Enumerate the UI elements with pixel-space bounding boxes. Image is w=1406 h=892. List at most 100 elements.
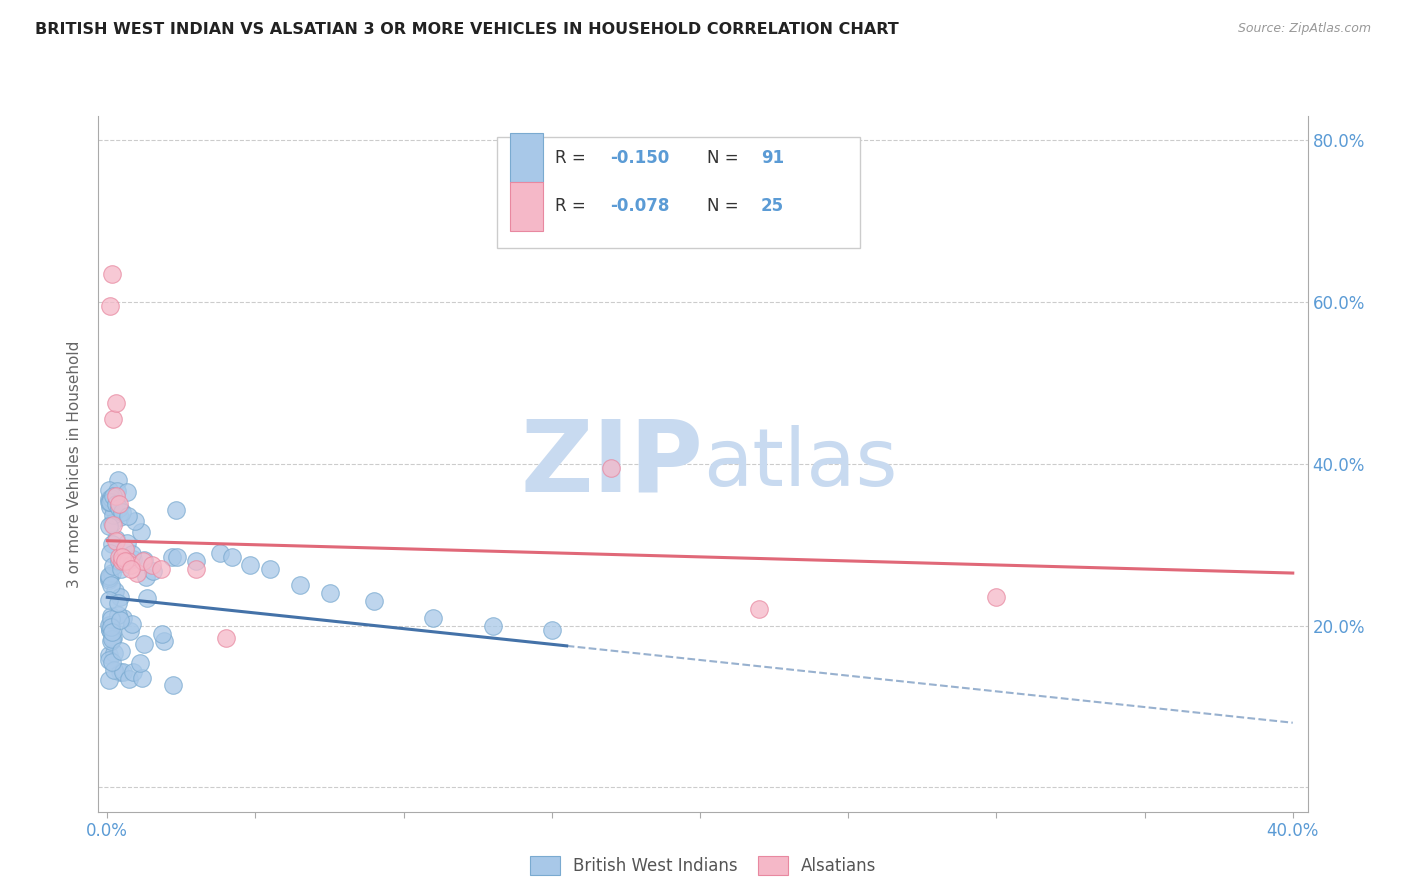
Point (100, 655, 122, 669)
Point (150, 626, 173, 640)
Point (98, 546, 121, 560)
Point (101, 508, 124, 523)
Text: 25: 25 (761, 197, 785, 215)
Point (986, 591, 1008, 605)
Point (103, 501, 125, 516)
Point (100, 267, 122, 281)
Point (111, 505, 134, 519)
Point (98, 571, 121, 585)
Point (215, 631, 238, 645)
Point (101, 566, 124, 580)
Point (135, 570, 157, 584)
Point (117, 554, 139, 568)
Point (111, 665, 134, 679)
Point (101, 516, 124, 531)
Point (540, 623, 562, 637)
Point (118, 673, 141, 687)
Point (103, 517, 125, 532)
Text: atlas: atlas (703, 425, 897, 503)
Point (105, 532, 128, 546)
Point (112, 610, 135, 624)
Point (97, 519, 120, 533)
Point (100, 491, 122, 506)
Point (97, 494, 120, 508)
Point (97, 492, 120, 507)
Point (288, 578, 311, 592)
Point (318, 586, 340, 600)
Point (100, 612, 122, 626)
Bar (509, 134, 543, 182)
Point (97, 618, 120, 632)
Point (105, 497, 128, 511)
Point (162, 678, 184, 692)
Point (97, 648, 120, 662)
Point (100, 578, 122, 592)
Point (108, 549, 131, 564)
Point (103, 412, 125, 426)
Point (108, 591, 131, 605)
Point (259, 562, 281, 576)
Point (120, 558, 142, 572)
Point (481, 618, 503, 632)
Point (208, 546, 231, 560)
Point (105, 533, 128, 548)
Point (142, 564, 165, 578)
Point (111, 549, 134, 564)
Text: ZIP: ZIP (520, 416, 703, 512)
Point (132, 554, 155, 568)
Point (97, 593, 120, 607)
Point (104, 583, 127, 598)
Point (141, 558, 163, 572)
Point (166, 549, 188, 564)
Point (101, 625, 124, 640)
Point (100, 500, 122, 514)
Point (100, 619, 122, 633)
Point (100, 620, 122, 634)
FancyBboxPatch shape (498, 136, 860, 248)
Point (125, 566, 148, 580)
Point (107, 473, 129, 487)
Y-axis label: 3 or more Vehicles in Household: 3 or more Vehicles in Household (67, 340, 83, 588)
Point (239, 558, 262, 572)
Text: -0.150: -0.150 (610, 149, 669, 167)
Legend: British West Indians, Alsatians: British West Indians, Alsatians (522, 848, 884, 883)
Point (97, 569, 120, 583)
Point (131, 671, 153, 685)
Point (600, 461, 623, 475)
Point (98, 623, 121, 637)
Point (97, 483, 120, 498)
Text: R =: R = (555, 149, 592, 167)
Point (107, 608, 129, 623)
Point (108, 497, 131, 511)
Point (97, 673, 120, 687)
Point (118, 624, 141, 638)
Point (121, 547, 143, 561)
Point (107, 596, 129, 610)
Point (101, 632, 124, 646)
Point (111, 554, 134, 568)
Point (101, 631, 124, 645)
Point (121, 617, 143, 632)
Point (153, 634, 176, 648)
Point (124, 514, 146, 528)
Point (115, 536, 138, 550)
Point (132, 553, 155, 567)
Point (186, 562, 208, 576)
Point (122, 552, 145, 566)
Point (103, 663, 125, 677)
Point (136, 591, 159, 605)
Text: -0.078: -0.078 (610, 197, 669, 215)
Point (101, 537, 124, 551)
Point (108, 501, 131, 516)
Text: R =: R = (555, 197, 592, 215)
Point (108, 554, 131, 568)
Point (422, 610, 444, 624)
Point (98, 495, 121, 509)
Point (748, 602, 770, 616)
Point (129, 524, 152, 539)
Point (103, 489, 125, 503)
Point (186, 554, 208, 568)
Bar (509, 182, 543, 231)
Point (103, 646, 125, 660)
Text: N =: N = (707, 197, 744, 215)
